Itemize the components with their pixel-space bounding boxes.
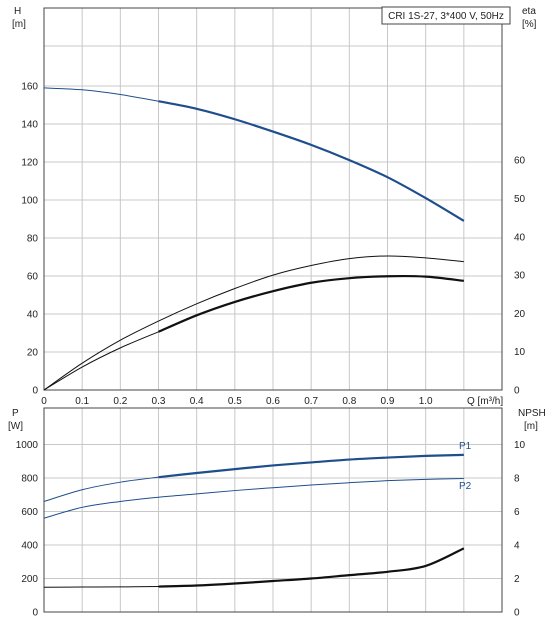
right-tick-label: 60 [514,156,526,167]
h-axis-label: H [14,6,21,17]
left-tick-label: 0 [32,608,38,619]
p2-line [43,478,464,519]
left-tick-label: 140 [21,120,38,131]
p-axis-label: P [12,408,19,419]
lower-series [43,453,465,588]
left-tick-label: 80 [27,234,39,245]
x-tick-label: 0.1 [75,396,89,407]
upper-gridlines [44,8,502,390]
eta-axis-unit: [%] [522,19,537,30]
right-tick-label: 4 [514,541,520,552]
npsh-line-extrapolated [43,586,159,588]
right-tick-label: 8 [514,474,520,485]
left-tick-label: 800 [21,474,38,485]
h-axis-unit: [m] [12,19,26,30]
npsh-line [158,547,465,588]
series-label-p2: P2 [459,481,472,492]
x-tick-label: 0.9 [381,396,395,407]
x-tick-label: 0 [41,396,47,407]
left-tick-label: 60 [27,272,39,283]
x-tick-label: 0.2 [113,396,127,407]
left-tick-label: 400 [21,541,38,552]
lower-tick-labels: 0 200 400 600 800 1000 0 2 4 6 8 10 [16,440,526,619]
eta-axis-label: eta [522,6,536,17]
p-axis-unit: [W] [8,421,23,432]
right-tick-label: 40 [514,232,526,243]
left-tick-label: 20 [27,348,39,359]
right-tick-label: 10 [514,440,526,451]
right-tick-label: 50 [514,194,526,205]
left-tick-label: 1000 [16,440,39,451]
npsh-axis-unit: [m] [524,421,538,432]
lower-plot-frame [43,407,503,613]
upper-tick-labels: 0 20 40 60 80 100 120 140 160 0 10 20 30 40 50 60 0 0.1 0.… [21,82,525,408]
left-tick-label: 600 [21,507,38,518]
upper-plot-frame [43,7,503,391]
right-tick-label: 30 [514,271,526,282]
upper-series [43,87,465,391]
left-tick-label: 200 [21,574,38,585]
h-line [158,100,465,222]
x-tick-label: 1.0 [419,396,433,407]
right-tick-label: 2 [514,574,520,585]
x-tick-label: 0.8 [342,396,356,407]
chart-title: CRI 1S-27, 3*400 V, 50Hz [388,11,504,22]
eta-thick-line [158,274,464,333]
left-tick-label: 160 [21,82,38,93]
h-line-extrapolated [43,87,159,102]
q-axis-label: Q [m³/h] [467,396,503,407]
right-tick-label: 10 [514,347,526,358]
x-tick-label: 0.5 [228,396,242,407]
lower-gridlines [44,408,502,612]
right-tick-label: 6 [514,507,520,518]
left-tick-label: 40 [27,310,39,321]
eta-thick-line-extrapolated [43,331,159,391]
title-box [381,6,511,25]
left-tick-label: 100 [21,196,38,207]
right-tick-label: 0 [514,608,520,619]
npsh-axis-label: NPSH [518,408,546,419]
right-tick-label: 20 [514,309,526,320]
p1-line-extrapolated [43,476,159,502]
x-tick-label: 0.3 [152,396,166,407]
p1-line [158,453,464,479]
series-label-p1: P1 [459,441,472,452]
left-tick-label: 0 [32,386,38,397]
x-tick-label: 0.6 [266,396,280,407]
x-tick-label: 0.4 [190,396,204,407]
left-tick-label: 120 [21,158,38,169]
right-tick-label: 0 [514,386,520,397]
x-tick-label: 0.7 [304,396,318,407]
eta-thin-line [43,255,464,391]
